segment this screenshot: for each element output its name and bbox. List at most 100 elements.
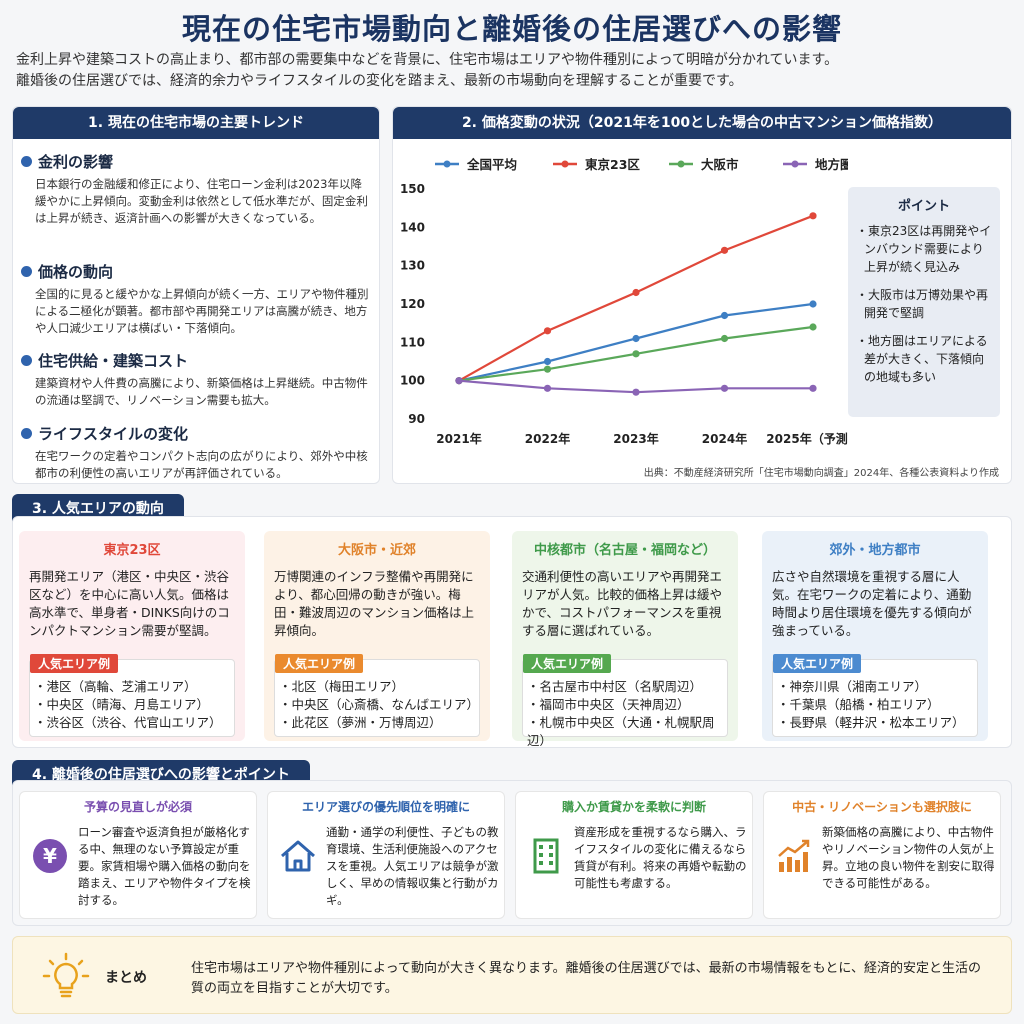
- point-item: ・東京23区は再開発やインバウンド需要により上昇が続く見込み: [856, 224, 992, 274]
- area-example-list: ・港区（高輪、芝浦エリア） ・中央区（晴海、月島エリア） ・渋谷区（渋谷、代官山エリ…: [34, 678, 222, 732]
- data-point: [720, 384, 729, 392]
- point-title: ポイント: [897, 199, 950, 214]
- legend-marker: [443, 160, 451, 168]
- legend-label: 大阪市: [701, 157, 739, 172]
- data-point: [455, 377, 463, 385]
- bullet-icon: [21, 428, 32, 439]
- area-example-list: ・神奈川県（湘南エリア） ・千葉県（船橋・柏エリア） ・長野県（軽井沢・松本エリア）: [777, 678, 965, 732]
- bullet-icon: [21, 266, 32, 277]
- trend-body: 建築資材や人件費の高騰により、新築価格は上昇継続。中古物件の流通は堅調で、リノベ…: [35, 376, 368, 407]
- area-title: 郊外・地方都市: [829, 543, 921, 558]
- point-item: ・大阪市は万博効果や再開発で堅調: [856, 288, 989, 320]
- area-example-list: ・北区（梅田エリア） ・中央区（心斎橋、なんばエリア） ・此花区（夢洲・万博周辺）: [279, 678, 479, 732]
- impact-title: 中古・リノベーションも選択肢に: [792, 800, 972, 814]
- y-tick-label: 90: [408, 412, 425, 426]
- area-examples: 人気エリア例・港区（高輪、芝浦エリア） ・中央区（晴海、月島エリア） ・渋谷区（渋谷…: [29, 654, 235, 737]
- trend-body: 全国的に見ると緩やかな上昇傾向が続く一方、エリアや物件種別による二極化が顕著。都…: [35, 287, 369, 335]
- impact-body: ローン審査や返済負担が厳格化する中、無理のない予算設定が重要。家賃相場や購入価格…: [78, 825, 251, 907]
- impact-title: 購入か賃貸かを柔軟に判断: [561, 800, 706, 814]
- area-example-item: ・北区（梅田エリア）: [279, 679, 405, 694]
- intro-line-1: 金利上昇や建築コストの高止まり、都市部の需要集中などを背景に、住宅市場はエリアや…: [16, 52, 839, 68]
- intro-line-2: 離婚後の住居選びでは、経済的余力やライフスタイルの変化を踏まえ、最新の市場動向を…: [16, 73, 743, 89]
- impact-card: エリア選びの優先順位を明確に通勤・通学の利便性、子どもの教育環境、生活利便施設へ…: [267, 791, 505, 919]
- area-example-item: ・中央区（晴海、月島エリア）: [34, 697, 210, 712]
- area-example-tag: 人気エリア例: [523, 654, 612, 673]
- bullet-icon: [21, 355, 32, 366]
- x-tick-label: 2025年（予測）: [766, 431, 848, 446]
- impact-card: 予算の見直しが必須 ¥ ローン審査や返済負担が厳格化する中、無理のない予算設定が重要…: [19, 791, 257, 919]
- section-price-chart: 2. 価格変動の状況（2021年を100とした場合の中古マンション価格指数） 全…: [392, 106, 1012, 484]
- intro-text: 金利上昇や建築コストの高止まり、都市部の需要集中などを背景に、住宅市場はエリアや…: [16, 50, 1016, 92]
- area-body: 万博関連のインフラ整備や再開発により、都心回帰の動きが強い。梅田・難波周辺のマン…: [274, 569, 475, 638]
- section-price-heading: 2. 価格変動の状況（2021年を100とした場合の中古マンション価格指数）: [393, 107, 1011, 139]
- impact-body: 新築価格の高騰により、中古物件やリノベーション物件の人気が上昇。立地の良い物件を…: [822, 825, 995, 890]
- legend-label: 地方圏（政令市除く）: [815, 157, 848, 172]
- summary-label: まとめ: [105, 970, 147, 986]
- area-example-item: ・此花区（夢洲・万博周辺）: [279, 715, 442, 730]
- impact-title: 予算の見直しが必須: [83, 800, 192, 814]
- area-title: 大阪市・近郊: [337, 543, 416, 558]
- impact-title: エリア選びの優先順位を明確に: [301, 800, 470, 814]
- trend-title: 価格の動向: [38, 263, 114, 281]
- area-example-item: ・神奈川県（湘南エリア）: [777, 679, 928, 694]
- legend-marker: [561, 160, 569, 168]
- impact-card: 中古・リノベーションも選択肢に新築価格の高騰により、中古物件やリノベーション物件…: [763, 791, 1001, 919]
- yen-icon: ¥: [30, 836, 70, 876]
- data-point: [809, 300, 817, 308]
- data-point: [543, 357, 552, 366]
- data-point: [809, 212, 817, 220]
- area-example-tag: 人気エリア例: [275, 654, 364, 673]
- legend-label: 全国平均: [466, 157, 517, 172]
- bullet-icon: [21, 156, 32, 167]
- legend-marker: [677, 160, 685, 168]
- data-point: [632, 388, 640, 396]
- building-icon: [526, 836, 566, 876]
- x-tick-label: 2021年: [436, 431, 481, 446]
- area-examples: 人気エリア例・北区（梅田エリア） ・中央区（心斎橋、なんばエリア） ・此花区（夢洲・…: [274, 654, 480, 737]
- data-point: [632, 288, 640, 297]
- trend-lifestyle: ライフスタイルの変化 在宅ワークの定着やコンパクト志向の広がりにより、郊外や中核…: [21, 423, 371, 482]
- area-card: 中核都市（名古屋・福岡など） 交通利便性の高いエリアや再開発エリアが人気。比較的価…: [512, 531, 738, 748]
- area-example-list: ・名古屋市中村区（名駅周辺） ・福岡市中央区（天神周辺） ・札幌市中央区（大通・札幌…: [527, 678, 727, 750]
- section-trends-heading: 1. 現在の住宅市場の主要トレンド: [13, 107, 379, 139]
- x-tick-label: 2023年: [613, 431, 658, 446]
- impact-body: 通勤・通学の利便性、子どもの教育環境、生活利便施設へのアクセスを重視。人気エリア…: [326, 825, 499, 907]
- area-body: 広さや自然環境を重視する層に人気。在宅ワークの定着により、通勤時間より居住環境を…: [772, 569, 972, 638]
- area-example-tag: 人気エリア例: [30, 654, 119, 673]
- summary-box: まとめ 住宅市場はエリアや物件種別によって動向が大きく異なります。離婚後の住居選…: [12, 936, 1012, 1014]
- data-point: [720, 334, 729, 343]
- data-point: [632, 350, 640, 358]
- trend-price: 価格の動向 全国的に見ると緩やかな上昇傾向が続く一方、エリアや物件種別による二極…: [21, 261, 371, 337]
- trend-interest: 金利の影響 日本銀行の金融緩和修正により、住宅ローン金利は2023年以降緩やかに…: [21, 151, 371, 227]
- area-card: 郊外・地方都市広さや自然環境を重視する層に人気。在宅ワークの定着により、通勤時間…: [762, 531, 988, 741]
- y-tick-label: 130: [400, 259, 425, 273]
- point-item: ・地方圏はエリアによる差が大きく、下落傾向の地域も多い: [856, 334, 988, 384]
- area-examples: 人気エリア例 ・神奈川県（湘南エリア） ・千葉県（船橋・柏エリア） ・長野県（軽井沢・…: [772, 654, 978, 737]
- area-example-item: ・長野県（軽井沢・松本エリア）: [777, 715, 965, 730]
- trend-title: 住宅供給・建築コスト: [38, 352, 189, 370]
- point-box: ポイント ・東京23区は再開発やインバウンド需要により上昇が続く見込み ・大阪市…: [848, 187, 1000, 417]
- y-tick-label: 100: [400, 374, 425, 388]
- legend-marker: [791, 160, 799, 168]
- section-impact: 予算の見直しが必須 ¥ ローン審査や返済負担が厳格化する中、無理のない予算設定が重要…: [12, 780, 1012, 926]
- area-example-item: ・中央区（心斎橋、なんばエリア）: [279, 697, 480, 712]
- area-title: 東京23区: [103, 543, 161, 558]
- trend-supply: 住宅供給・建築コスト 建築資材や人件費の高騰により、新築価格は上昇継続。中古物件…: [21, 350, 371, 409]
- data-point: [543, 327, 552, 335]
- y-tick-label: 150: [400, 182, 425, 196]
- chart-area: 全国平均 東京23区 大阪市 地方圏（政令市除く） 150 140 130 120 110 100…: [393, 139, 1003, 479]
- chart-source: 出典：不動産経済研究所「住宅市場動向調査」2024年、各種公表資料より作成: [643, 468, 999, 479]
- x-tick-label: 2022年: [525, 431, 570, 446]
- area-example-item: ・福岡市中央区（天神周辺）: [527, 697, 690, 712]
- trend-body: 在宅ワークの定着やコンパクト志向の広がりにより、郊外や中核都市の利便性の高いエリ…: [35, 449, 368, 480]
- area-body: 交通利便性の高いエリアや再開発エリアが人気。比較的価格上昇は緩やかで、コストパフ…: [522, 569, 723, 638]
- x-tick-label: 2024年: [702, 431, 747, 446]
- page-title: 現在の住宅市場動向と離婚後の住居選びへの影響: [181, 12, 842, 46]
- area-example-item: ・渋谷区（渋谷、代官山エリア）: [34, 715, 222, 730]
- area-examples: 人気エリア例・名古屋市中村区（名駅周辺） ・福岡市中央区（天神周辺） ・札幌市中央区…: [522, 654, 728, 748]
- house-icon: [278, 836, 318, 876]
- section-areas: 東京23区 再開発エリア（港区・中央区・渋谷区など）を中心に高い人気。価格は高水準…: [12, 516, 1012, 748]
- trend-title: ライフスタイルの変化: [38, 425, 189, 443]
- area-card: 東京23区 再開発エリア（港区・中央区・渋谷区など）を中心に高い人気。価格は高水準…: [19, 531, 245, 741]
- series-line: [458, 302, 814, 382]
